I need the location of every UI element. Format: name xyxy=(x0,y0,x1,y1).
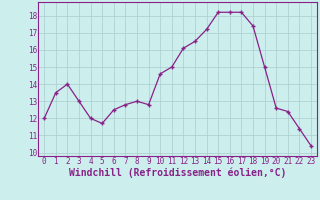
X-axis label: Windchill (Refroidissement éolien,°C): Windchill (Refroidissement éolien,°C) xyxy=(69,168,286,178)
